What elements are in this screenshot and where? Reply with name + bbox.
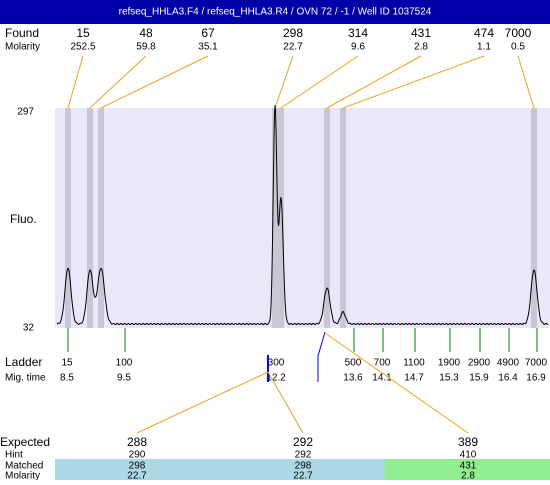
peak-connector [89, 55, 147, 109]
hint-size: 290 [129, 450, 146, 461]
peak-size: 431 [411, 26, 431, 40]
matched-size: 298 [295, 461, 312, 472]
ladder-time: 12.2 [266, 373, 286, 384]
peak-connector [280, 55, 359, 109]
ladder-size: 300 [268, 358, 285, 369]
peak-band [278, 108, 284, 328]
peak-size: 67 [201, 26, 215, 40]
peak-connector [100, 55, 209, 109]
y-min-label: 32 [23, 323, 35, 334]
peak-band [324, 108, 330, 328]
peak-molarity: 1.1 [477, 42, 491, 53]
peak-band [340, 108, 346, 328]
peak-size: 474 [474, 26, 494, 40]
ladder-time: 9.5 [117, 373, 131, 384]
peak-connector [517, 55, 535, 109]
ladder-size: 100 [116, 358, 133, 369]
peak-molarity: 22.7 [283, 42, 303, 53]
peak-band [531, 108, 537, 328]
expected-size: 292 [293, 435, 313, 449]
matched-molarity: 2.8 [461, 471, 475, 480]
expected-size: 288 [127, 435, 147, 449]
ladder-size: 7000 [525, 358, 548, 369]
title: refseq_HHLA3.F4 / refseq_HHLA3.R4 / OVN … [119, 7, 432, 18]
peak-molarity: 9.6 [351, 42, 365, 53]
peak-molarity: 0.5 [511, 42, 525, 53]
matched-label: Matched [5, 461, 43, 472]
matched-size: 431 [460, 461, 477, 472]
exp-molarity-label: Molarity [5, 471, 40, 480]
title-bar [0, 0, 550, 24]
peak-size: 314 [348, 26, 368, 40]
ladder-time: 13.6 [343, 373, 363, 384]
ladder-size: 500 [345, 358, 362, 369]
peak-band [272, 108, 278, 328]
ladder-size: 2900 [468, 358, 491, 369]
matched-molarity: 22.7 [127, 471, 147, 480]
matched-size: 298 [129, 461, 146, 472]
ladder-size: 1100 [403, 358, 425, 369]
y-axis-title: Fluo. [10, 212, 37, 226]
migtime-label: Mig. time [5, 373, 46, 384]
ladder-size: 1900 [438, 358, 461, 369]
ladder-time: 15.3 [439, 373, 459, 384]
peak-connector [67, 55, 84, 109]
trace [56, 105, 549, 326]
matched-molarity: 22.7 [293, 471, 313, 480]
match-band-blue [55, 459, 385, 480]
ladder-label: Ladder [5, 355, 42, 369]
peak-connector [326, 55, 422, 109]
hint-size: 410 [460, 450, 477, 461]
expected-size: 389 [458, 435, 478, 449]
peak-size: 48 [139, 26, 153, 40]
expected-connector [136, 371, 269, 434]
peak-molarity: 59.8 [136, 42, 156, 53]
ladder-size: 15 [61, 358, 73, 369]
ladder-size: 700 [374, 358, 391, 369]
ladder-time: 16.9 [526, 373, 546, 384]
hint-label: Hint [5, 450, 23, 461]
ladder-time: 14.1 [372, 373, 392, 384]
marker-blue [317, 331, 326, 382]
plot-area [55, 108, 550, 328]
y-max-label: 297 [17, 107, 34, 118]
ladder-size: 4900 [497, 358, 520, 369]
peak-connector [342, 55, 485, 109]
peak-band [98, 108, 104, 328]
ladder-time: 16.4 [498, 373, 518, 384]
expected-label: Expected [0, 435, 50, 449]
peak-size: 7000 [505, 26, 532, 40]
ladder-time: 8.5 [60, 373, 74, 384]
peak-band [87, 108, 93, 328]
peak-molarity: 2.8 [414, 42, 428, 53]
hint-size: 292 [295, 450, 312, 461]
expected-connector [324, 332, 469, 434]
peak-size: 15 [76, 26, 90, 40]
peak-band [65, 108, 71, 328]
molarity-label: Molarity [5, 42, 40, 53]
peak-molarity: 35.1 [198, 42, 218, 53]
found-label: Found [5, 26, 39, 40]
match-band-green [385, 459, 550, 480]
ladder-time: 15.9 [469, 373, 489, 384]
peak-connector [274, 55, 294, 109]
expected-connector [267, 371, 304, 434]
peak-size: 298 [283, 26, 303, 40]
ladder-time: 14.7 [404, 373, 424, 384]
peak-molarity: 252.5 [70, 42, 95, 53]
dynamic-layer: 15252.54859.86735.129822.73149.64312.847… [56, 26, 549, 482]
